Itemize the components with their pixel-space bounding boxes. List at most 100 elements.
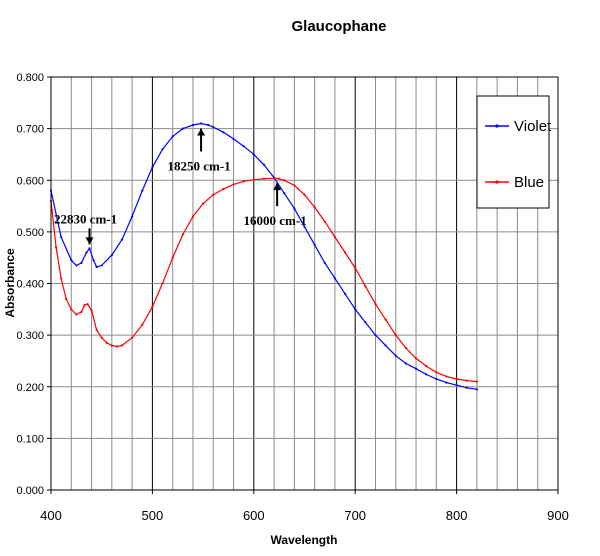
legend-box (476, 95, 550, 209)
series-layer (49, 122, 478, 391)
blue-data-point (394, 334, 397, 337)
violet-data-point (283, 192, 286, 195)
violet-data-point (120, 238, 124, 241)
violet-data-point (323, 261, 326, 264)
x-axis-title: Wavelength (271, 533, 338, 547)
violet-data-point (95, 265, 98, 269)
blue-data-point (242, 180, 245, 183)
blue-data-point (303, 193, 306, 196)
violet-data-point (100, 264, 103, 267)
blue-legend-marker (495, 180, 499, 184)
blue-data-point (83, 304, 86, 307)
blue-data-point (262, 177, 266, 180)
violet-data-point (404, 362, 407, 365)
blue-data-point (465, 379, 468, 382)
violet-data-point (141, 189, 144, 192)
blue-data-point (232, 183, 235, 186)
violet-data-point (475, 388, 478, 391)
violet-data-point (131, 215, 134, 218)
blue-data-point (70, 308, 73, 311)
blue-data-point (445, 375, 448, 378)
violet-data-point (455, 384, 458, 387)
violet-legend-label: Violet (514, 118, 552, 135)
legend: Violet Blue (476, 95, 552, 209)
violet-data-point (374, 334, 377, 337)
violet-data-point (364, 321, 367, 324)
violet-data-point (465, 386, 468, 389)
x-tick-label: 500 (142, 508, 164, 523)
violet-data-point (313, 243, 316, 246)
blue-data-point (65, 297, 68, 301)
violet-data-point (207, 123, 210, 127)
violet-data-point (85, 251, 88, 254)
blue-data-point (343, 251, 347, 254)
blue-data-point (272, 177, 276, 180)
blue-data-point (191, 215, 195, 218)
violet-data-point (70, 259, 73, 262)
annotation-arrow-head (85, 237, 94, 245)
violet-data-point (232, 137, 235, 141)
violet-data-point (88, 247, 91, 250)
violet-data-point (262, 163, 266, 166)
blue-data-point (212, 193, 215, 196)
annotation-label: 18250 cm-1 (167, 158, 230, 173)
y-tick-label: 0.200 (16, 382, 44, 394)
violet-data-point (191, 123, 195, 127)
annotation-layer: 22830 cm-1 18250 cm-1 16000 cm-1 (54, 128, 307, 245)
blue-data-point (75, 313, 78, 316)
blue-data-point (110, 344, 113, 347)
blue-data-point (455, 377, 458, 381)
y-tick-label: 0.000 (16, 485, 44, 497)
violet-data-point (354, 308, 357, 311)
violet-data-point (384, 344, 387, 347)
violet-data-point (199, 122, 203, 125)
blue-data-point (475, 380, 478, 383)
blue-data-point (161, 282, 164, 285)
violet-data-point (343, 292, 347, 295)
blue-data-point (141, 323, 144, 326)
violet-data-point (333, 277, 337, 280)
violet-data-point (293, 207, 296, 210)
blue-data-point (105, 341, 108, 344)
blue-data-point (171, 256, 174, 259)
annotation-label: 22830 cm-1 (54, 211, 117, 226)
blue-data-point (323, 220, 326, 223)
blue-data-point (131, 336, 134, 339)
blue-data-point (364, 284, 367, 288)
blue-data-point (181, 233, 184, 236)
blue-data-point (414, 357, 418, 360)
violet-data-point (161, 148, 164, 151)
y-axis-ticks: 0.000 0.100 0.200 0.300 0.400 0.500 0.600 0.700… (16, 72, 51, 497)
blue-data-point (278, 177, 281, 180)
violet-data-point (414, 367, 418, 370)
blue-data-point (404, 346, 407, 350)
blue-data-point (86, 303, 89, 306)
violet-data-point (80, 261, 83, 264)
violet-data-point (110, 254, 113, 257)
violet-data-point (435, 377, 438, 381)
violet-legend-marker (495, 124, 499, 128)
violet-data-point (252, 153, 255, 156)
violet-data-point (445, 381, 448, 384)
blue-data-point (384, 318, 387, 321)
blue-data-point (90, 309, 93, 312)
violet-data-point (212, 125, 215, 129)
y-tick-label: 0.300 (16, 330, 44, 342)
blue-data-point (115, 345, 119, 348)
blue-data-point (313, 205, 316, 209)
y-tick-label: 0.500 (16, 227, 44, 239)
x-tick-label: 600 (243, 508, 265, 523)
blue-data-point (252, 178, 255, 181)
x-tick-label: 700 (344, 508, 366, 523)
violet-data-point (222, 131, 225, 134)
blue-data-point (435, 371, 438, 374)
violet-data-point (171, 135, 174, 138)
x-tick-label: 800 (446, 508, 468, 523)
x-tick-label: 900 (547, 508, 569, 523)
violet-data-point (394, 354, 397, 357)
y-tick-label: 0.700 (16, 124, 44, 136)
blue-data-point (333, 235, 337, 239)
chart-title: Glaucophane (291, 18, 386, 35)
violet-series-line (50, 122, 477, 390)
